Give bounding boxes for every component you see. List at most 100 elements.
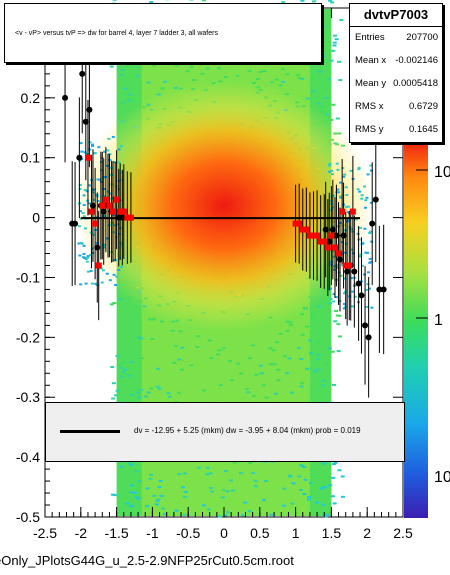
density-cell-edge <box>366 271 370 274</box>
density-cell <box>200 72 205 75</box>
density-cell <box>287 357 292 360</box>
x-tick-label: -0.5 <box>176 525 200 541</box>
density-cell-edge <box>361 264 365 267</box>
profile-point-black <box>369 220 376 227</box>
density-cell-edge <box>103 150 107 153</box>
density-cell <box>182 472 187 475</box>
density-cell-edge <box>120 244 124 247</box>
density-cell-edge <box>328 170 332 173</box>
density-cell-edge <box>119 171 123 174</box>
density-cell <box>210 490 215 493</box>
y-tick-label: -0.1 <box>16 269 40 285</box>
density-cell <box>306 498 311 501</box>
density-cell <box>281 1 286 4</box>
density-cell <box>205 473 210 476</box>
density-cell <box>288 324 293 327</box>
density-cell <box>190 345 195 348</box>
density-cell-edge <box>357 168 361 171</box>
density-cell <box>337 469 342 472</box>
density-cell-edge <box>97 178 101 181</box>
y-tick-label: 0.2 <box>21 90 41 106</box>
density-cell <box>180 346 185 349</box>
density-cell <box>333 320 338 323</box>
density-cell <box>316 368 321 371</box>
density-cell <box>185 70 190 73</box>
profile-point-black <box>380 286 387 293</box>
density-cell <box>275 341 280 344</box>
density-cell <box>334 309 339 312</box>
density-cell-edge <box>81 212 85 215</box>
density-cell <box>119 73 124 76</box>
density-cell <box>305 97 310 100</box>
density-cell <box>205 67 210 70</box>
density-cell-edge <box>86 255 90 258</box>
density-cell-edge <box>344 186 348 189</box>
density-cell <box>326 78 331 81</box>
density-cell-edge <box>346 211 350 214</box>
density-cell <box>125 62 130 65</box>
density-cell <box>191 330 196 333</box>
density-cell <box>239 372 244 375</box>
density-cell-edge <box>82 244 86 247</box>
density-cell <box>311 0 316 3</box>
density-cell <box>318 70 323 73</box>
profile-point-red <box>88 208 95 215</box>
density-cell <box>300 77 305 80</box>
density-cell-edge <box>330 195 334 198</box>
density-cell <box>338 79 343 82</box>
density-cell-edge <box>79 210 83 213</box>
density-cell <box>330 1 335 4</box>
y-tick-label: 0 <box>32 210 40 226</box>
profile-point-red <box>124 214 131 221</box>
density-cell <box>322 25 327 28</box>
y-tick-label: -0.2 <box>16 329 40 345</box>
density-cell-edge <box>343 277 347 280</box>
density-cell <box>228 359 233 362</box>
density-cell-edge <box>344 205 348 208</box>
density-cell-edge <box>119 242 123 245</box>
profile-point-red <box>120 208 127 215</box>
density-cell-edge <box>358 190 362 193</box>
x-tick-label: 0 <box>220 525 228 541</box>
density-cell <box>297 475 302 478</box>
density-cell <box>115 354 120 357</box>
density-cell <box>109 303 114 306</box>
density-cell-edge <box>89 270 93 273</box>
profile-point-black <box>362 322 369 329</box>
density-cell <box>183 491 188 494</box>
density-cell-edge <box>338 181 342 184</box>
density-cell <box>308 481 313 484</box>
density-cell <box>119 465 124 468</box>
density-cell <box>128 462 133 465</box>
density-cell <box>189 364 194 367</box>
density-cell <box>115 389 120 392</box>
density-cell <box>320 53 325 56</box>
density-cell <box>136 336 141 339</box>
density-cell <box>144 505 149 508</box>
density-cell <box>261 499 266 502</box>
density-cell <box>316 358 321 361</box>
profile-point-red <box>113 196 120 203</box>
density-cell <box>251 472 256 475</box>
stats-row-rms-y: RMS y 0.1645 <box>350 119 442 142</box>
z-axis: 1 10 10 <box>416 164 450 486</box>
density-cell <box>328 484 333 487</box>
density-cell <box>332 44 337 47</box>
density-cell-edge <box>332 255 336 258</box>
density-cell <box>111 397 116 400</box>
density-cell <box>147 318 152 321</box>
density-cell-edge <box>115 275 119 278</box>
density-cell <box>256 78 261 81</box>
density-cell <box>129 361 134 364</box>
density-cell-edge <box>340 264 344 267</box>
density-cell <box>288 321 293 324</box>
density-cell <box>337 335 342 338</box>
x-tick-label: -1 <box>146 525 159 541</box>
density-cell <box>305 325 310 328</box>
density-cell <box>332 462 337 465</box>
stats-row-rms-x: RMS x 0.6729 <box>350 96 442 119</box>
density-cell <box>155 499 160 502</box>
density-cell <box>174 64 179 67</box>
stats-row-mean-y: Mean y 0.0005418 <box>350 73 442 96</box>
density-cell-edge <box>111 135 115 138</box>
